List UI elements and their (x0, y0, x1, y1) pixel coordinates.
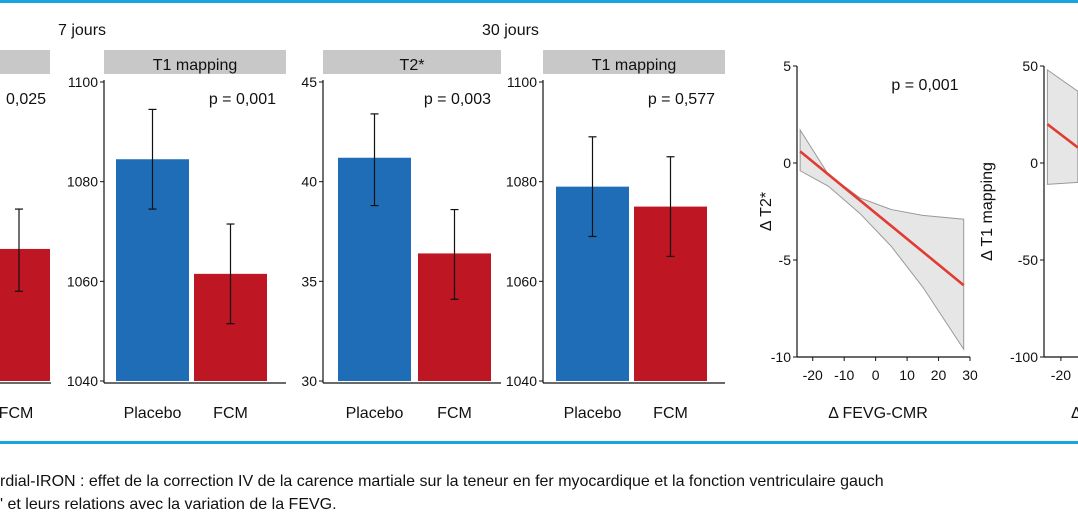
scatter-1-xtick-label: 10 (899, 367, 915, 383)
scatter-1-xtick-label: -20 (803, 367, 823, 383)
scatter-1-confidence-band (799, 128, 965, 351)
caption-line-2: ' et leurs relations avec la variation d… (0, 496, 337, 513)
top-rule (0, 0, 1078, 3)
scatter-1-regression-line (799, 150, 965, 287)
scatter-1-ytick-label: 5 (783, 58, 791, 74)
scatter-1-xtick-label: 20 (931, 367, 947, 383)
panel-3-title: T2* (400, 57, 425, 74)
panel-4-ytick-label: 1060 (506, 273, 537, 289)
panel-4-ytick-label: 1100 (507, 74, 537, 90)
scatter-2-regression-line (1046, 123, 1078, 149)
panel-4-ytick-label: 1040 (506, 373, 537, 389)
scatter-1-ytick-label: -10 (771, 349, 791, 365)
scatter-2-ytick-label: -100 (1010, 349, 1038, 365)
scatter-2-xtick-label: -20 (1051, 367, 1071, 383)
scatter-2-ytick-label: -50 (1018, 252, 1038, 268)
panel-2-category-label: FCM (213, 405, 248, 422)
panel-1-bar-fcm (0, 248, 50, 381)
panel-2-ytick-label: 1100 (68, 74, 98, 90)
panel-2-category-label: Placebo (124, 405, 182, 422)
panel-3-ytick-label: 30 (301, 373, 317, 389)
group-label-30-jours: 30 jours (482, 22, 539, 39)
scatter-1-y-label: Δ T2* (758, 192, 775, 231)
scatter-1-ytick-label: -5 (779, 252, 792, 268)
panel-1-header (0, 50, 50, 74)
scatter-2-ytick-label: 0 (1030, 155, 1038, 171)
scatter-2-y-label: Δ T1 mapping (979, 162, 996, 261)
panel-4-ytick-label: 1080 (506, 174, 537, 190)
scatter-1-p-value: p = 0,001 (891, 77, 958, 94)
panel-3-category-label: Placebo (346, 405, 404, 422)
panel-2-title: T1 mapping (153, 57, 238, 74)
panel-2-p-value: p = 0,001 (209, 91, 276, 108)
panel-3-header (323, 50, 501, 74)
panel-3-ytick-label: 35 (301, 273, 317, 289)
panel-3-ytick-label: 45 (301, 74, 317, 90)
scatter-2-x-label: Δ (1071, 405, 1078, 422)
scatter-1-xtick-label: 30 (962, 367, 978, 383)
scatter-2-ytick-label: 50 (1022, 58, 1038, 74)
panel-1-p-value: 0,025 (6, 91, 46, 108)
group-label-7-jours: 7 jours (58, 22, 107, 39)
figure-caption: rdial-IRON : effet de la correction IV d… (0, 470, 1078, 516)
scatter-1-xtick-label: -10 (834, 367, 854, 383)
scatter-1-ytick-label: 0 (783, 155, 791, 171)
panel-2-ytick-label: 1080 (67, 174, 98, 190)
panel-3-ytick-label: 40 (301, 174, 317, 190)
panel-4-category-label: FCM (653, 405, 688, 422)
panel-2-header (104, 50, 286, 74)
panel-4-category-label: Placebo (564, 405, 622, 422)
panel-4-p-value: p = 0,577 (648, 91, 715, 108)
panel-1-category-label: FCM (0, 405, 33, 422)
panel-3-p-value: p = 0,003 (424, 91, 491, 108)
caption-line-1: rdial-IRON : effet de la correction IV d… (0, 473, 884, 490)
bottom-rule (0, 441, 1078, 444)
scatter-1-xtick-label: 0 (872, 367, 880, 383)
scatter-1-x-label: Δ FEVG-CMR (828, 405, 928, 422)
panel-2-ytick-label: 1060 (67, 273, 98, 289)
panel-3-category-label: FCM (437, 405, 472, 422)
panel-4-title: T1 mapping (592, 57, 677, 74)
panel-4-header (543, 50, 725, 74)
panel-2-ytick-label: 1040 (67, 373, 98, 389)
